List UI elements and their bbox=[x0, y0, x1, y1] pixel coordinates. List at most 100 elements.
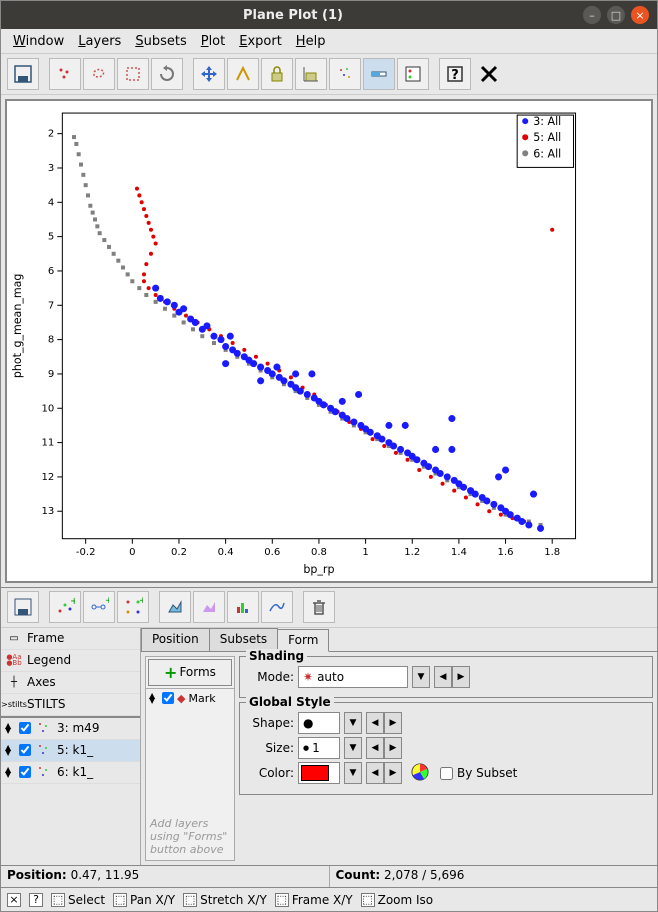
color-wheel-icon[interactable] bbox=[410, 762, 430, 785]
shape-next-icon[interactable]: ▶ bbox=[384, 712, 402, 734]
main-toolbar: ? bbox=[1, 53, 657, 95]
measure-icon[interactable] bbox=[227, 58, 259, 90]
mode-prev-icon[interactable]: ◀ bbox=[434, 666, 452, 688]
by-subset-checkbox[interactable] bbox=[440, 767, 453, 780]
add-quad-icon[interactable]: + bbox=[117, 591, 149, 623]
svg-text:1.6: 1.6 bbox=[498, 547, 514, 558]
sidebar-legend[interactable]: ●Aa●BbLegend bbox=[1, 650, 140, 672]
lock-icon[interactable] bbox=[261, 58, 293, 90]
subset-rect-icon[interactable] bbox=[117, 58, 149, 90]
size-select[interactable]: ●1 bbox=[298, 737, 340, 759]
bottom-help-icon[interactable]: ? bbox=[29, 893, 43, 907]
bottom-select[interactable]: ⬚Select bbox=[51, 893, 105, 907]
menu-layers[interactable]: Layers bbox=[72, 32, 127, 51]
sketch-icon[interactable] bbox=[329, 58, 361, 90]
add-histogram-icon[interactable] bbox=[227, 591, 259, 623]
window: Plane Plot (1) – □ × Window Layers Subse… bbox=[0, 0, 658, 912]
mode-next-icon[interactable]: ▶ bbox=[452, 666, 470, 688]
svg-text:+: + bbox=[139, 597, 143, 606]
window-title: Plane Plot (1) bbox=[9, 8, 577, 23]
delete-layer-icon[interactable] bbox=[303, 591, 335, 623]
svg-text:11: 11 bbox=[41, 438, 54, 449]
shape-prev-icon[interactable]: ◀ bbox=[366, 712, 384, 734]
close-button[interactable]: × bbox=[631, 6, 649, 24]
menu-subsets[interactable]: Subsets bbox=[129, 32, 192, 51]
forms-item-mark[interactable]: ▲▼ ◆ Mark bbox=[148, 691, 232, 706]
size-prev-icon[interactable]: ◀ bbox=[366, 737, 384, 759]
by-subset-label: By Subset bbox=[457, 766, 517, 780]
svg-text:+: + bbox=[70, 597, 75, 607]
tab-subsets[interactable]: Subsets bbox=[209, 628, 278, 651]
color-prev-icon[interactable]: ◀ bbox=[366, 762, 384, 784]
sidebar-axes[interactable]: ┼Axes bbox=[1, 672, 140, 694]
shape-select[interactable]: ● bbox=[298, 712, 340, 734]
settings-column: Shading Mode: ✷auto ▼ ◀▶ Global Style bbox=[239, 656, 653, 861]
help-icon[interactable]: ? bbox=[439, 58, 471, 90]
color-dropdown-icon[interactable]: ▼ bbox=[344, 762, 362, 784]
svg-text:1: 1 bbox=[362, 547, 368, 558]
tab-position[interactable]: Position bbox=[141, 628, 210, 651]
lower-main: ▭Frame ●Aa●BbLegend ┼Axes >stiltsSTILTS … bbox=[1, 628, 657, 865]
menu-export[interactable]: Export bbox=[233, 32, 288, 51]
subset-blob-icon[interactable] bbox=[83, 58, 115, 90]
menu-help[interactable]: Help bbox=[290, 32, 332, 51]
svg-text:3: All: 3: All bbox=[533, 115, 561, 128]
titlebar: Plane Plot (1) – □ × bbox=[1, 1, 657, 29]
mode-select[interactable]: ✷auto bbox=[298, 666, 408, 688]
sidebar-layer-2[interactable]: ▲▼6: k1_ bbox=[1, 762, 140, 784]
sidebar-frame[interactable]: ▭Frame bbox=[1, 628, 140, 650]
svg-text:12: 12 bbox=[41, 472, 54, 483]
config-area: Position Subsets Form +Forms ▲▼ ◆ Mark bbox=[141, 628, 657, 865]
mark-checkbox[interactable] bbox=[162, 692, 174, 704]
add-scatter-icon[interactable]: + bbox=[49, 591, 81, 623]
sidebar-layer-0[interactable]: ▲▼3: m49 bbox=[1, 718, 140, 740]
bottom-zoom[interactable]: ⬚Zoom Iso bbox=[361, 893, 434, 907]
close-window-icon[interactable] bbox=[473, 58, 505, 90]
shape-dropdown-icon[interactable]: ▼ bbox=[344, 712, 362, 734]
add-pair-icon[interactable]: + bbox=[83, 591, 115, 623]
minimize-button[interactable]: – bbox=[583, 6, 601, 24]
add-table-icon[interactable] bbox=[7, 591, 39, 623]
legend-icon[interactable] bbox=[397, 58, 429, 90]
add-function-icon[interactable] bbox=[261, 591, 293, 623]
size-dropdown-icon[interactable]: ▼ bbox=[344, 737, 362, 759]
svg-text:6: All: 6: All bbox=[533, 147, 561, 160]
layer-sidebar: ▭Frame ●Aa●BbLegend ┼Axes >stiltsSTILTS … bbox=[1, 628, 141, 865]
lock-axes-icon[interactable] bbox=[295, 58, 327, 90]
bottom-stretch[interactable]: ⬚Stretch X/Y bbox=[183, 893, 267, 907]
color-label: Color: bbox=[246, 766, 294, 780]
menu-plot[interactable]: Plot bbox=[195, 32, 232, 51]
maximize-button[interactable]: □ bbox=[607, 6, 625, 24]
status-count: 2,078 / 5,696 bbox=[384, 868, 464, 882]
bottom-frame[interactable]: ⬚Frame X/Y bbox=[275, 893, 353, 907]
color-select[interactable] bbox=[298, 762, 340, 784]
color-next-icon[interactable]: ▶ bbox=[384, 762, 402, 784]
svg-text:?: ? bbox=[451, 68, 459, 83]
save-icon[interactable] bbox=[7, 58, 39, 90]
replot-icon[interactable] bbox=[151, 58, 183, 90]
add-fill-icon[interactable] bbox=[193, 591, 225, 623]
subset-draw-icon[interactable] bbox=[49, 58, 81, 90]
layer-toolbar: + + + bbox=[1, 588, 657, 628]
sidebar-stilts[interactable]: >stiltsSTILTS bbox=[1, 694, 140, 716]
svg-text:5: All: 5: All bbox=[533, 131, 561, 144]
plot-area[interactable]: -0.200.20.40.60.811.21.41.61.82345678910… bbox=[5, 99, 653, 583]
rescale-icon[interactable] bbox=[193, 58, 225, 90]
mode-dropdown-icon[interactable]: ▼ bbox=[412, 666, 430, 688]
layer-checkbox[interactable] bbox=[19, 766, 31, 778]
sidebar-layer-1[interactable]: ▲▼5: k1_ bbox=[1, 740, 140, 762]
size-next-icon[interactable]: ▶ bbox=[384, 737, 402, 759]
style-fieldset: Global Style Shape: ● ▼ ◀▶ Size: ●1 ▼ bbox=[239, 702, 653, 795]
bottom-pan[interactable]: ⬚Pan X/Y bbox=[113, 893, 175, 907]
add-area-icon[interactable] bbox=[159, 591, 191, 623]
layer-checkbox[interactable] bbox=[19, 744, 31, 756]
lower-panel: + + + ▭Frame ●Aa●BbLegend ┼Axes >stiltsS… bbox=[1, 587, 657, 865]
layer-checkbox[interactable] bbox=[19, 722, 31, 734]
menu-window[interactable]: Window bbox=[7, 32, 70, 51]
forms-button[interactable]: +Forms bbox=[148, 659, 232, 686]
show-progress-icon[interactable] bbox=[363, 58, 395, 90]
scatter-icon bbox=[35, 741, 53, 759]
bottom-close-icon[interactable]: × bbox=[7, 893, 21, 907]
svg-text:phot_g_mean_mag: phot_g_mean_mag bbox=[11, 274, 24, 379]
svg-text:1.8: 1.8 bbox=[544, 547, 560, 558]
